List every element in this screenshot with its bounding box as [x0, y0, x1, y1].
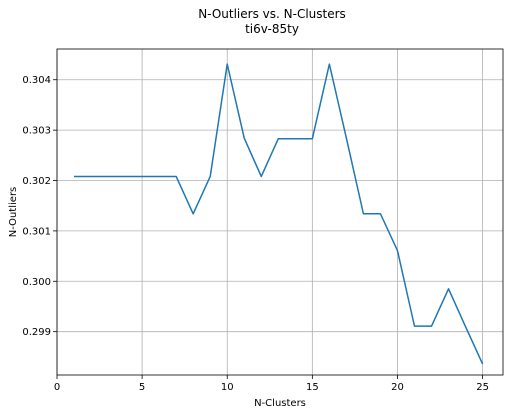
x-axis-label: N-Clusters [254, 398, 306, 409]
series-layer [74, 63, 484, 365]
x-tick-label: 15 [306, 382, 319, 393]
y-tick-label: 0.303 [22, 126, 51, 137]
x-axis-ticks: 0 5 10 15 20 25 [54, 375, 489, 393]
x-tick-label: 25 [476, 382, 489, 393]
y-tick-label: 0.301 [22, 226, 51, 237]
x-tick-label: 0 [54, 382, 60, 393]
x-tick-label: 5 [139, 382, 145, 393]
y-tick-label: 0.300 [22, 277, 51, 288]
grid [56, 49, 503, 375]
x-tick-label: 20 [391, 382, 404, 393]
chart-subtitle: ti6v-85ty [245, 22, 299, 36]
plot-frame [56, 48, 504, 376]
y-axis-label: N-Outliers [8, 187, 19, 238]
chart-title: N-Outliers vs. N-Clusters [198, 7, 346, 21]
y-tick-label: 0.299 [22, 327, 51, 338]
y-tick-label: 0.304 [22, 75, 51, 86]
y-tick-label: 0.302 [22, 176, 51, 187]
series-line [74, 63, 484, 365]
x-tick-label: 10 [221, 382, 234, 393]
y-axis-ticks: 0.299 0.300 0.301 0.302 0.303 0.304 [22, 75, 57, 338]
